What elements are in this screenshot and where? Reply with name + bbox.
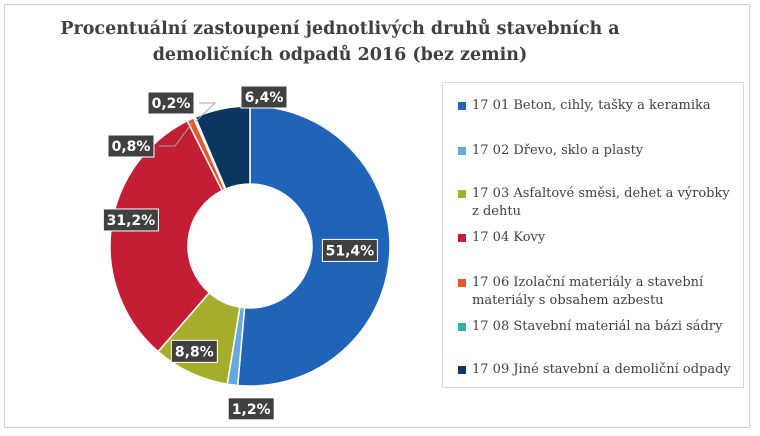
legend-item-4: 17 06 Izolační materiály a stavební mate… [458,274,740,310]
legend-swatch-0 [458,102,466,110]
data-label-0: 51,4% [326,243,375,259]
legend-label-2: 17 03 Asfaltové směsi, dehet a výrobky z… [472,186,730,219]
legend-swatch-4 [458,279,466,287]
legend-label-6: 17 09 Jiné stavební a demoliční odpady [472,362,731,377]
legend-label-5: 17 08 Stavební materiál na bázi sádry [472,319,723,334]
data-label-box-1 [227,397,275,421]
legend-label-1: 17 02 Dřevo, sklo a plasty [472,143,644,158]
data-label-box-5 [147,91,195,115]
legend-swatch-5 [458,323,466,331]
legend-item-0: 17 01 Beton, cihly, tašky a keramika [458,97,740,115]
data-label-1: 1,2% [232,402,271,418]
data-label-3: 31,2% [107,213,156,229]
legend-swatch-6 [458,366,466,374]
legend-item-6: 17 09 Jiné stavební a demoliční odpady [458,361,740,379]
legend-label-3: 17 04 Kovy [472,230,546,245]
donut-slice-3 [109,119,224,353]
data-label-box-6 [240,85,288,109]
legend-swatch-2 [458,190,466,198]
legend-swatch-1 [458,147,466,155]
chart-title: Procentuální zastoupení jednotlivých dru… [60,19,620,65]
data-label-box-0 [321,238,378,262]
data-label-box-3 [102,208,159,232]
legend-label-0: 17 01 Beton, cihly, tašky a keramika [472,98,711,113]
leader-line-5 [195,102,217,122]
data-label-box-2 [170,339,218,363]
data-label-6: 6,4% [245,90,284,106]
data-label-2: 8,8% [175,344,214,360]
legend [442,82,744,388]
data-label-4: 0,8% [112,139,151,155]
data-label-5: 0,2% [152,96,191,112]
data-label-box-4 [107,134,155,158]
chart-border [4,4,750,428]
donut-slice-0 [236,105,391,387]
legend-label-4: 17 06 Izolační materiály a stavební mate… [472,275,704,308]
legend-item-1: 17 02 Dřevo, sklo a plasty [458,142,740,160]
legend-item-3: 17 04 Kovy [458,229,740,247]
legend-item-2: 17 03 Asfaltové směsi, dehet a výrobky z… [458,185,740,221]
leader-line-4 [159,122,193,147]
legend-item-5: 17 08 Stavební materiál na bázi sádry [458,318,740,336]
legend-swatch-3 [458,234,466,242]
